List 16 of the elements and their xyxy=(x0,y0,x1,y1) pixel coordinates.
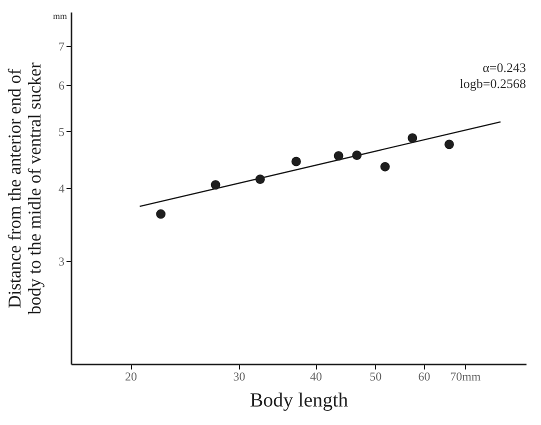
annotation: logb=0.2568 xyxy=(460,76,526,91)
x-tick-label: 50 xyxy=(370,370,382,384)
text: mm xyxy=(53,11,68,21)
y-tick-label: 7 xyxy=(58,39,64,54)
y-axis-title: Distance from the anterior end of body to the midle of ventral sucker xyxy=(4,62,44,314)
y-tick-label: 3 xyxy=(58,254,64,269)
x-tick-label: 30 xyxy=(233,370,246,384)
x-tick-label: 40 xyxy=(310,370,322,384)
x-tick-label: 60 xyxy=(418,370,430,384)
x-axis-title: Body length xyxy=(250,390,348,412)
y-tick-label: 4 xyxy=(58,182,64,196)
y-tick-label: 6 xyxy=(58,78,64,93)
annotation: α=0.243 xyxy=(482,60,526,75)
x-tick-label: 20 xyxy=(125,370,138,384)
y-tick-label: 5 xyxy=(58,124,64,139)
x-tick-label: 70mm xyxy=(450,370,482,384)
